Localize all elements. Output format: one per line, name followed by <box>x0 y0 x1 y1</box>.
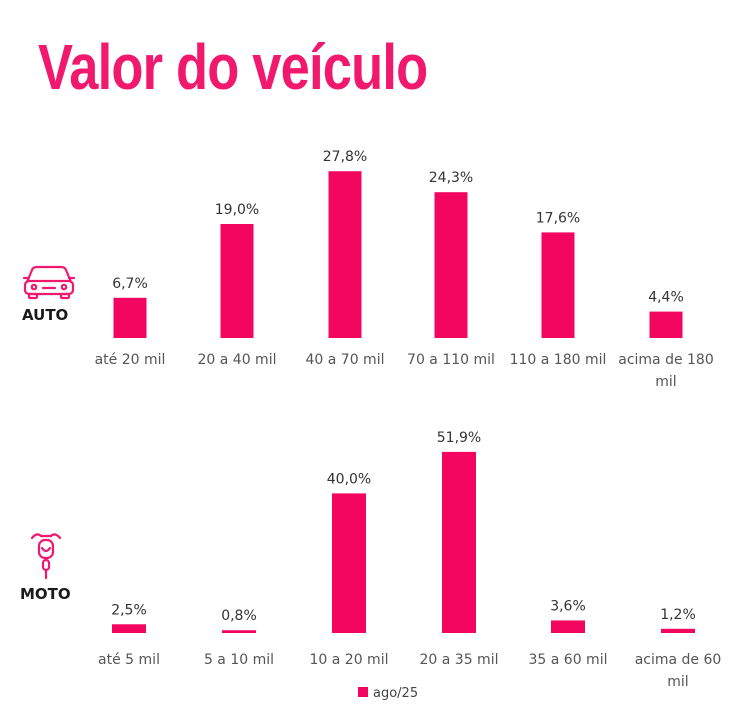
legend: ago/25 <box>358 686 418 701</box>
auto-bar-1 <box>113 297 147 338</box>
auto-value-label-1: 6,7% <box>112 276 148 292</box>
moto-value-label-6: 1,2% <box>660 607 696 623</box>
moto-category-label-3: 10 a 20 mil <box>310 652 389 668</box>
auto-bar-6 <box>649 311 683 338</box>
page-title: Valor do veículo <box>38 31 428 103</box>
auto-value-label-6: 4,4% <box>648 290 684 306</box>
moto-category-label-1: até 5 mil <box>98 652 160 668</box>
auto-bar-4 <box>434 192 468 338</box>
moto-bar-3 <box>332 493 366 633</box>
moto-category-label-5: 35 a 60 mil <box>529 652 608 668</box>
legend-label: ago/25 <box>373 686 418 701</box>
moto-bar-2 <box>222 630 256 633</box>
auto-category-label-3: 40 a 70 mil <box>306 352 385 368</box>
moto-category-label-6: acima de 60 mil <box>635 652 722 690</box>
auto-bar-2 <box>220 224 254 338</box>
moto-value-label-3: 40,0% <box>327 471 371 487</box>
legend-swatch <box>358 687 368 697</box>
moto-bar-1 <box>112 624 146 633</box>
moto-bar-4 <box>442 451 476 633</box>
moto-value-label-2: 0,8% <box>221 608 257 624</box>
moto-value-label-1: 2,5% <box>111 602 147 618</box>
moto-bar-6 <box>661 628 695 633</box>
segment-label-moto: MOTO <box>20 585 71 603</box>
car-icon <box>22 265 76 300</box>
auto-value-label-3: 27,8% <box>323 149 367 165</box>
moto-category-label-2: 5 a 10 mil <box>204 652 274 668</box>
moto-chart: 2,5% até 5 mil 0,8% 5 a 10 mil 40,0% 10 a 20 … <box>98 430 721 690</box>
segment-label-auto: AUTO <box>22 306 68 324</box>
moto-value-label-4: 51,9% <box>437 430 481 446</box>
auto-category-label-2: 20 a 40 mil <box>198 352 277 368</box>
auto-category-label-1: até 20 mil <box>95 352 166 368</box>
moto-bar-5 <box>551 620 585 633</box>
auto-value-label-2: 19,0% <box>215 202 259 218</box>
auto-category-label-6: acima de 180 mil <box>618 352 714 390</box>
auto-value-label-4: 24,3% <box>429 170 473 186</box>
auto-chart: 6,7% até 20 mil 19,0% 20 a 40 mil 27,8% 40 a … <box>95 149 714 390</box>
auto-category-label-5: 110 a 180 mil <box>510 352 607 368</box>
moto-value-label-5: 3,6% <box>550 598 586 614</box>
moto-category-label-4: 20 a 35 mil <box>420 652 499 668</box>
motorcycle-icon <box>30 533 62 580</box>
auto-category-label-4: 70 a 110 mil <box>407 352 495 368</box>
auto-bar-3 <box>328 171 362 338</box>
auto-value-label-5: 17,6% <box>536 210 580 226</box>
auto-bar-5 <box>541 232 575 338</box>
